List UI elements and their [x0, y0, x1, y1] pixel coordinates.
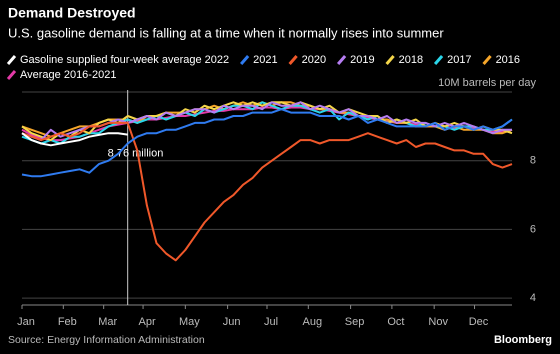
legend-label: 2020	[302, 54, 326, 66]
legend-label: Average 2016-2021	[20, 69, 116, 81]
x-tick-label: Feb	[58, 316, 77, 328]
chart-subtitle: U.S. gasoline demand is falling at a tim…	[8, 25, 444, 40]
series-line	[21, 108, 513, 178]
legend-label: 2016	[496, 54, 520, 66]
brand: Bloomberg	[494, 334, 552, 346]
legend-swatch	[336, 55, 347, 65]
x-tick-label: Oct	[387, 316, 404, 328]
x-tick-label: Aug	[303, 316, 323, 328]
x-tick-label: Jan	[17, 316, 35, 328]
series-line	[21, 132, 128, 147]
x-tick-label: May	[179, 316, 200, 328]
y-tick-label: 4	[530, 292, 536, 304]
source: Source: Energy Information Administratio…	[8, 334, 205, 346]
series-line	[21, 121, 513, 262]
annotation: 8.76 million	[108, 148, 164, 160]
legend-label: 2021	[253, 54, 277, 66]
x-tick-label: Mar	[98, 316, 117, 328]
y-tick-label: 6	[530, 223, 536, 235]
legend-label: 2019	[350, 54, 374, 66]
legend-swatch	[433, 55, 444, 65]
x-tick-label: Apr	[138, 316, 155, 328]
x-tick-label: Jul	[264, 316, 278, 328]
chart-title: Demand Destroyed	[8, 5, 136, 21]
legend-label: 2018	[399, 54, 423, 66]
legend-label: Gasoline supplied four-week average 2022	[20, 54, 229, 66]
legend-swatch	[482, 55, 492, 65]
legend-swatch	[385, 55, 395, 65]
legend-label: 2017	[447, 54, 471, 66]
legend-swatch	[288, 55, 298, 65]
x-tick-label: Dec	[469, 316, 489, 328]
legend-swatch	[6, 70, 17, 80]
legend-swatch	[240, 55, 250, 65]
y-tick-label: 8	[530, 155, 536, 167]
legend-swatch	[6, 55, 17, 65]
x-tick-label: Nov	[428, 316, 448, 328]
x-tick-label: Sep	[345, 316, 365, 328]
x-tick-label: Jun	[223, 316, 241, 328]
y-tick-label: 10M barrels per day	[438, 77, 536, 89]
